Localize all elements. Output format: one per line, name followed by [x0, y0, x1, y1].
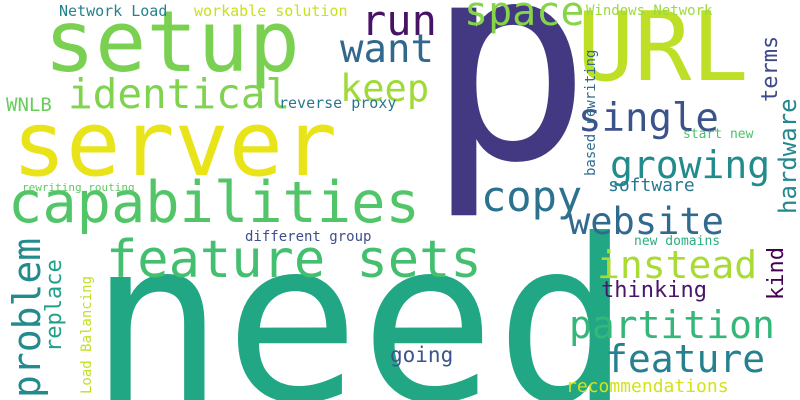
word-identical: identical — [68, 70, 291, 118]
word-different-group: different group — [245, 229, 372, 245]
word-capabilities: capabilities — [8, 170, 420, 236]
word-workable-solution: workable solution — [194, 2, 348, 20]
word-growing: growing — [610, 143, 771, 187]
word-feature-sets: feature sets — [106, 230, 482, 290]
word-windows-network: Windows Network — [586, 3, 713, 19]
word-problem: problem — [5, 237, 49, 398]
word-url: URL — [577, 0, 749, 103]
word-partition: partition — [569, 303, 775, 347]
word-based-rewriting: based rewriting — [583, 49, 599, 176]
word-rewriting-routing: rewriting routing — [22, 181, 135, 194]
word-p: p — [426, 0, 592, 223]
word-instead: instead — [597, 243, 758, 287]
word-kind: kind — [764, 247, 789, 300]
word-want: want — [340, 27, 434, 72]
word-space: space — [464, 0, 585, 35]
word-recommendations: recommendations — [566, 376, 729, 397]
word-need: need — [89, 192, 631, 400]
word-server: server — [12, 92, 338, 197]
word-new-domains: new domains — [634, 234, 721, 249]
word-keep: keep — [340, 67, 430, 110]
word-going: going — [390, 343, 454, 367]
word-run: run — [361, 0, 437, 45]
word-hardware: hardware — [774, 98, 800, 214]
word-terms: terms — [758, 35, 783, 102]
word-feature: feature — [605, 337, 766, 381]
word-wnlb: WNLB — [6, 94, 52, 116]
word-website: website — [568, 200, 724, 243]
word-replace: replace — [42, 259, 67, 352]
word-copy: copy — [481, 172, 583, 221]
word-reverse-proxy: reverse proxy — [279, 94, 397, 112]
word-network-load: Network Load — [59, 2, 168, 20]
word-setup: setup — [44, 0, 300, 92]
word-software: software — [608, 175, 695, 196]
word-thinking: thinking — [601, 278, 707, 303]
word-start-new: start new — [683, 127, 754, 142]
word-single: single — [578, 96, 719, 141]
word-load-balancing: Load Balancing — [79, 275, 95, 394]
